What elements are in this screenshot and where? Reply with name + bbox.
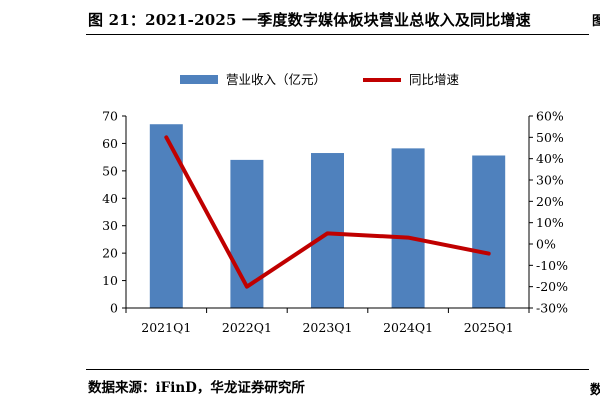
growth-point-2021Q1 xyxy=(164,135,168,139)
y2-tick-label: 40% xyxy=(536,151,564,166)
adjacent-source-glyph: 数 xyxy=(590,383,600,398)
x-tick-label: 2023Q1 xyxy=(302,320,352,335)
bar-2023Q1 xyxy=(311,153,344,308)
y2-tick-label: 60% xyxy=(536,109,564,124)
legend-bar-label: 营业收入（亿元） xyxy=(226,72,326,87)
y2-tick-label: -10% xyxy=(536,258,568,273)
bar-2024Q1 xyxy=(391,148,425,308)
source-note: 数据来源：iFinD，华龙证券研究所 xyxy=(88,380,305,396)
bar-2021Q1 xyxy=(149,124,183,308)
y2-tick-label: 10% xyxy=(536,215,564,230)
title-divider xyxy=(86,34,589,35)
adjacent-figure-glyph: 图 xyxy=(592,14,600,29)
source-divider xyxy=(86,369,589,370)
line-series xyxy=(164,135,491,289)
x-tick-label: 2024Q1 xyxy=(383,320,433,335)
y-tick-label: 0 xyxy=(110,301,118,316)
x-tick-label: 2021Q1 xyxy=(141,320,191,335)
y2-tick-label: -20% xyxy=(536,279,568,294)
y2-tick-label: 0% xyxy=(536,237,556,252)
bar-series xyxy=(149,124,506,308)
growth-point-2023Q1 xyxy=(326,231,329,235)
y-tick-label: 40 xyxy=(102,191,118,206)
y2-tick-label: -30% xyxy=(536,301,568,316)
y-tick-label: 70 xyxy=(102,109,118,124)
y2-tick-label: 20% xyxy=(536,194,564,209)
y-tick-label: 20 xyxy=(102,246,118,261)
figure-title: 图 21：2021-2025 一季度数字媒体板块营业总收入及同比增速 xyxy=(88,11,531,29)
y2-tick-label: 50% xyxy=(536,130,564,145)
bar-2025Q1 xyxy=(472,155,506,308)
y2-tick-label: 30% xyxy=(536,173,564,188)
y-tick-label: 50 xyxy=(102,163,118,178)
y-tick-label: 60 xyxy=(102,136,118,151)
x-tick-label: 2025Q1 xyxy=(464,320,514,335)
legend-line-label: 同比增速 xyxy=(409,72,460,87)
y-tick-label: 10 xyxy=(102,273,118,288)
legend: 营业收入（亿元） 同比增速 xyxy=(180,72,460,87)
growth-point-2024Q1 xyxy=(406,236,410,240)
axes: 0 10 20 30 40 50 60 70 -30% -20% -10% 0% 10% 20% 30% 40… xyxy=(102,109,568,336)
y-tick-label: 30 xyxy=(102,218,118,233)
growth-point-2022Q1 xyxy=(245,285,249,289)
x-tick-label: 2022Q1 xyxy=(222,320,272,335)
legend-bar-swatch xyxy=(180,75,218,84)
growth-point-2025Q1 xyxy=(487,252,491,256)
